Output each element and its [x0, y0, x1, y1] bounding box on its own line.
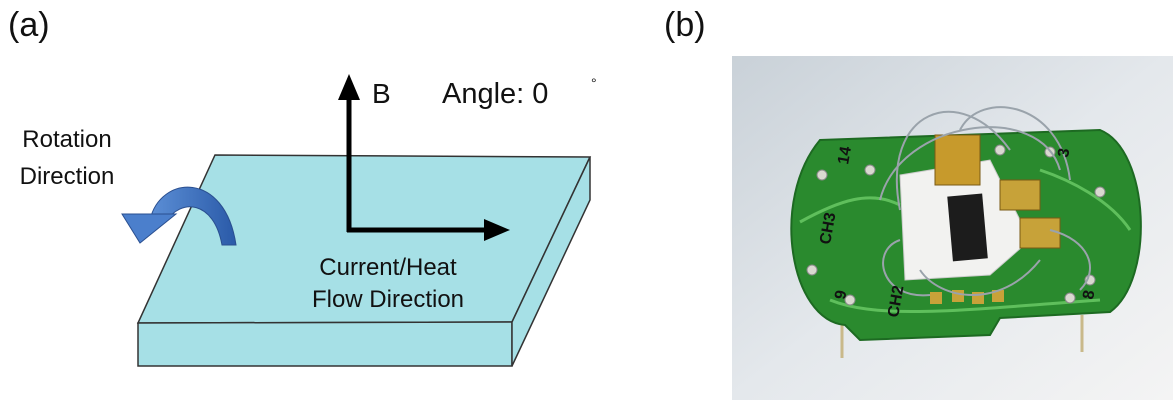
panel-label: (a)	[8, 6, 50, 44]
rotation-label: Direction	[20, 163, 115, 190]
degree-symbol: °	[591, 75, 597, 91]
field-label: B	[372, 78, 391, 109]
flow-label: Flow Direction	[312, 286, 464, 313]
board-label: 14	[835, 145, 855, 166]
flow-label: Current/Heat	[319, 254, 457, 281]
angle-label: Angle: 0	[442, 78, 548, 110]
photo	[732, 56, 1173, 400]
figure: (a) B Angle: 0 ° Rotation Direction Curr…	[0, 0, 1173, 400]
rotation-label: Rotation	[22, 126, 111, 153]
panel-label: (b)	[664, 6, 706, 44]
